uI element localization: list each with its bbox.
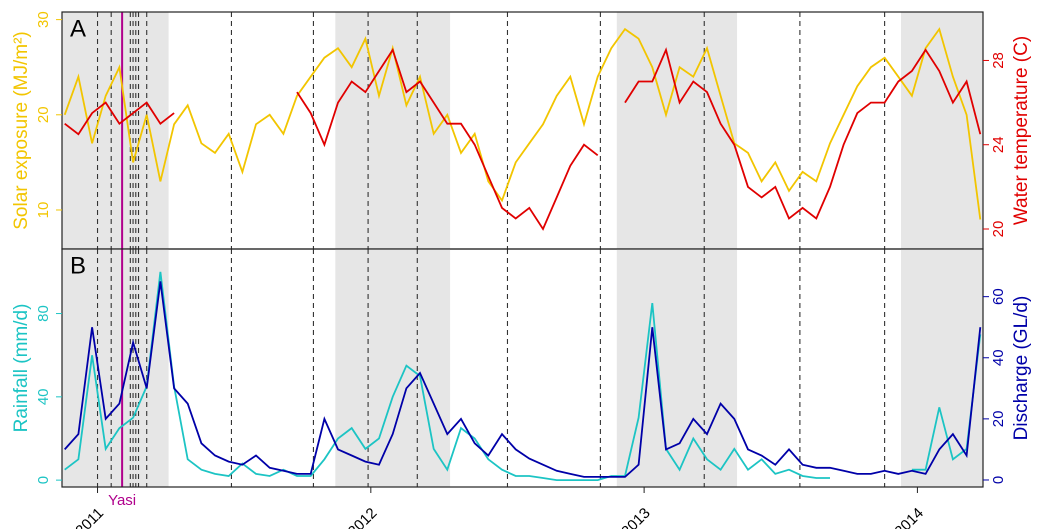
panel-label: A	[70, 15, 86, 42]
y-tick-label: 10	[35, 202, 52, 219]
x-tick-label: 2014	[891, 505, 927, 529]
y2-axis-label: Water temperature (C)	[1011, 36, 1032, 225]
shaded-period	[335, 249, 451, 487]
shaded-period	[62, 12, 169, 249]
event-label: Yasi	[108, 492, 136, 509]
y-axis-label: Solar exposure (MJ/m²)	[11, 31, 32, 230]
series-line	[64, 47, 982, 231]
x-tick-label: 2011	[72, 505, 107, 529]
series-line	[64, 281, 982, 478]
y2-tick-label: 60	[990, 288, 1007, 305]
series-line	[64, 271, 982, 481]
shaded-period	[901, 249, 983, 487]
y-tick-label: 0	[35, 476, 52, 484]
panel-frame	[61, 248, 984, 488]
y2-tick-label: 28	[990, 52, 1007, 69]
y2-tick-label: 24	[990, 136, 1007, 153]
shaded-period	[616, 12, 738, 249]
y2-axis-label: Discharge (GL/d)	[1011, 296, 1032, 441]
x-tick-label: 2012	[345, 505, 381, 529]
y-tick-label: 40	[35, 388, 52, 405]
y-tick-label: 30	[35, 11, 52, 28]
shaded-period	[616, 249, 738, 487]
y-tick-label: 20	[35, 106, 52, 123]
x-tick-label: 2013	[618, 505, 654, 529]
shaded-period	[901, 12, 983, 249]
y-axis-label: Rainfall (mm/d)	[11, 304, 32, 433]
shaded-period	[62, 249, 169, 487]
panel-label: B	[70, 252, 86, 279]
y2-tick-label: 40	[990, 349, 1007, 366]
series-line	[63, 27, 982, 220]
y2-tick-label: 20	[990, 411, 1007, 428]
y-tick-label: 80	[35, 305, 52, 322]
y2-tick-label: 20	[990, 221, 1007, 238]
y2-tick-label: 0	[990, 476, 1007, 484]
